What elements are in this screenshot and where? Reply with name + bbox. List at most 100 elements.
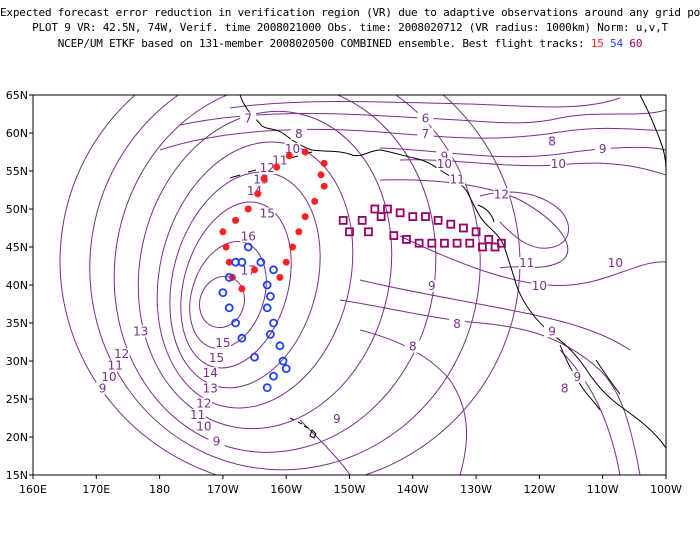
track-60-point (459, 223, 468, 233)
track-15-point (317, 171, 325, 179)
contour-label: 10 (532, 279, 547, 293)
contour-label-bg (94, 382, 111, 395)
lat-label: 65N (6, 89, 28, 102)
track-60-point (478, 242, 487, 252)
track-15-point (276, 273, 284, 281)
track-60-point (440, 238, 449, 248)
contour-label: 9 (99, 381, 107, 395)
contour-17 (198, 275, 246, 329)
contour-label-bg (518, 257, 535, 269)
track-54-point (250, 352, 259, 362)
lon-label: 150W (334, 483, 366, 496)
lon-label: 180 (149, 483, 170, 496)
track-15-markers (219, 148, 328, 293)
lon-label: 160W (270, 483, 302, 496)
lon-label: 170W (207, 483, 239, 496)
lat-label: 20N (6, 431, 28, 444)
contour-label: 9 (441, 150, 449, 164)
contour-label-bg (531, 279, 548, 292)
contour-label: 9 (574, 370, 582, 384)
track-15-point (254, 190, 262, 198)
track-15-point (219, 228, 227, 236)
contour-11-east (379, 179, 569, 269)
contour-label-bg (259, 207, 276, 220)
north-america-west-coast (439, 169, 666, 449)
track-60-point (446, 219, 456, 229)
contour-7-north (179, 109, 666, 126)
contour-label: 8 (548, 134, 556, 148)
contour-label: 9 (213, 435, 221, 449)
title-line-3: NCEP/UM ETKF based on 131-member 2008020… (0, 37, 700, 50)
contour-label: 10 (437, 157, 452, 171)
track-54-point (231, 257, 240, 267)
contour-label-bg (544, 135, 561, 148)
alaska-coast (239, 95, 441, 171)
contour-label: 15 (215, 336, 230, 350)
contour-label-bg (208, 435, 225, 448)
track-54-point (262, 303, 272, 313)
contour-label-bg (202, 382, 219, 395)
contour-15 (180, 201, 292, 369)
track-60-point (364, 227, 373, 237)
track-54-point (275, 341, 285, 351)
lat-label: 30N (6, 355, 28, 368)
contour-label-bg (550, 158, 567, 171)
track-54-point (269, 371, 278, 381)
track-60-point (357, 215, 367, 225)
track-54-point (224, 303, 234, 313)
contour-label: 10 (608, 256, 623, 270)
contour-label: 9 (333, 412, 341, 426)
track-54-point (269, 265, 278, 275)
contour-label: 8 (295, 127, 303, 141)
contour-label-bg (202, 367, 219, 380)
contour-label: 14 (203, 366, 218, 380)
contour-label: 15 (260, 207, 275, 221)
track-15-point (301, 148, 309, 156)
contour-9-far-east (559, 349, 621, 475)
contour-label-bg (107, 359, 124, 372)
contour-label: 9 (599, 142, 607, 156)
contour-label: 8 (453, 317, 461, 331)
track-54-point (224, 272, 234, 282)
contour-label-bg (417, 112, 434, 125)
contour-label-bg (449, 173, 466, 186)
gulf-of-california (595, 359, 621, 395)
contour-label-bg (594, 143, 611, 155)
track-15-point (311, 197, 319, 205)
lat-label: 45N (6, 241, 28, 254)
contour-label: 7 (422, 127, 430, 141)
contour-label: 10 (196, 419, 211, 433)
track-60-point (395, 208, 405, 218)
contour-8-south (359, 329, 467, 475)
contour-label: 17 (241, 264, 256, 278)
contour-label-bg (290, 127, 307, 140)
contour-label-bg (195, 397, 212, 410)
contour-label: 10 (551, 157, 566, 171)
track-54-point (265, 291, 275, 301)
track-54-markers (218, 242, 291, 393)
contour-label: 13 (133, 324, 148, 338)
track-15-point (285, 152, 293, 160)
contour-label: 8 (561, 381, 569, 395)
track-60-point (497, 238, 506, 248)
contour-label-bg (132, 325, 149, 338)
contour-label: 15 (209, 351, 224, 365)
contour-label: 12 (196, 397, 211, 411)
track-60-point (433, 215, 443, 225)
track-60-point (345, 227, 354, 237)
lat-label: 40N (6, 279, 28, 292)
lon-label: 110W (587, 483, 619, 496)
track-60-point (376, 212, 386, 222)
contour-label-bg (189, 409, 206, 421)
contour-label: 16 (241, 229, 256, 243)
title-line-3-text: NCEP/UM ETKF based on 131-member 2008020… (57, 37, 585, 50)
contour-label-bg (607, 257, 624, 269)
contour-label-bg (417, 127, 434, 140)
hawaii-big (309, 429, 317, 439)
contour-label: 10 (101, 370, 116, 384)
track-60-point (338, 215, 348, 225)
track-54-point (243, 242, 253, 252)
track-60-point (414, 238, 424, 248)
track-15-point (282, 258, 290, 266)
